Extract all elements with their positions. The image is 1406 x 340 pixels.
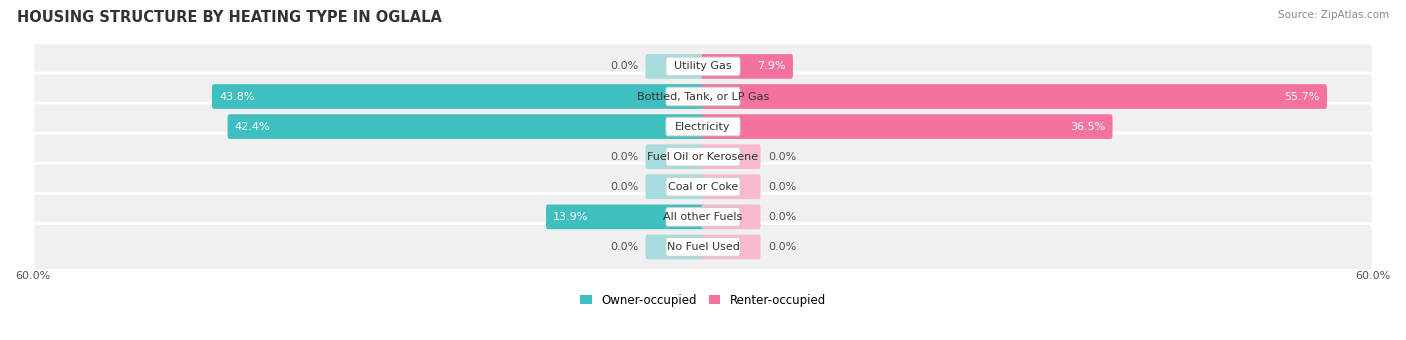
- Text: Coal or Coke: Coal or Coke: [668, 182, 738, 192]
- Text: All other Fuels: All other Fuels: [664, 212, 742, 222]
- FancyBboxPatch shape: [666, 147, 740, 166]
- Text: 13.9%: 13.9%: [554, 212, 589, 222]
- Text: 36.5%: 36.5%: [1070, 122, 1105, 132]
- FancyBboxPatch shape: [32, 103, 1374, 150]
- Text: 0.0%: 0.0%: [610, 62, 638, 71]
- Text: 42.4%: 42.4%: [235, 122, 270, 132]
- FancyBboxPatch shape: [702, 54, 793, 79]
- Text: 0.0%: 0.0%: [768, 242, 796, 252]
- FancyBboxPatch shape: [228, 114, 704, 139]
- Text: 0.0%: 0.0%: [610, 242, 638, 252]
- Text: 0.0%: 0.0%: [768, 212, 796, 222]
- Text: 55.7%: 55.7%: [1284, 91, 1320, 102]
- FancyBboxPatch shape: [702, 84, 1327, 109]
- FancyBboxPatch shape: [645, 235, 704, 259]
- FancyBboxPatch shape: [32, 133, 1374, 180]
- FancyBboxPatch shape: [702, 114, 1112, 139]
- FancyBboxPatch shape: [645, 174, 704, 199]
- FancyBboxPatch shape: [666, 177, 740, 196]
- FancyBboxPatch shape: [32, 223, 1374, 270]
- Text: Fuel Oil or Kerosene: Fuel Oil or Kerosene: [647, 152, 759, 162]
- FancyBboxPatch shape: [32, 73, 1374, 120]
- Text: 0.0%: 0.0%: [610, 182, 638, 192]
- Text: Source: ZipAtlas.com: Source: ZipAtlas.com: [1278, 10, 1389, 20]
- FancyBboxPatch shape: [546, 205, 704, 229]
- Text: HOUSING STRUCTURE BY HEATING TYPE IN OGLALA: HOUSING STRUCTURE BY HEATING TYPE IN OGL…: [17, 10, 441, 25]
- FancyBboxPatch shape: [666, 238, 740, 256]
- FancyBboxPatch shape: [702, 205, 761, 229]
- FancyBboxPatch shape: [32, 43, 1374, 90]
- FancyBboxPatch shape: [666, 117, 740, 136]
- FancyBboxPatch shape: [666, 207, 740, 226]
- Legend: Owner-occupied, Renter-occupied: Owner-occupied, Renter-occupied: [578, 291, 828, 309]
- Text: 0.0%: 0.0%: [768, 182, 796, 192]
- Text: Utility Gas: Utility Gas: [675, 62, 731, 71]
- FancyBboxPatch shape: [645, 144, 704, 169]
- Text: 0.0%: 0.0%: [768, 152, 796, 162]
- FancyBboxPatch shape: [32, 163, 1374, 210]
- Text: Bottled, Tank, or LP Gas: Bottled, Tank, or LP Gas: [637, 91, 769, 102]
- Text: 7.9%: 7.9%: [758, 62, 786, 71]
- Text: 43.8%: 43.8%: [219, 91, 254, 102]
- FancyBboxPatch shape: [666, 57, 740, 76]
- FancyBboxPatch shape: [702, 174, 761, 199]
- FancyBboxPatch shape: [32, 193, 1374, 240]
- FancyBboxPatch shape: [645, 54, 704, 79]
- Text: 0.0%: 0.0%: [610, 152, 638, 162]
- FancyBboxPatch shape: [702, 235, 761, 259]
- FancyBboxPatch shape: [666, 87, 740, 106]
- Text: Electricity: Electricity: [675, 122, 731, 132]
- FancyBboxPatch shape: [702, 144, 761, 169]
- Text: No Fuel Used: No Fuel Used: [666, 242, 740, 252]
- FancyBboxPatch shape: [212, 84, 704, 109]
